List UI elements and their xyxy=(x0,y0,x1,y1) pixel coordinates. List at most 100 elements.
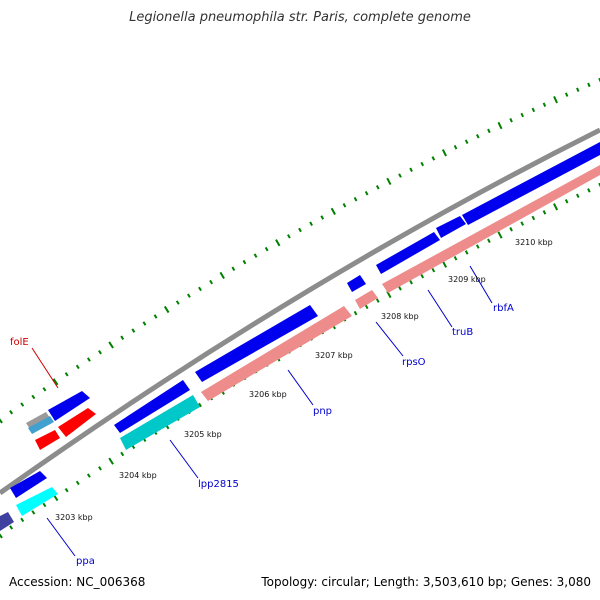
tick-mark xyxy=(309,221,313,226)
tick-mark xyxy=(0,418,3,424)
tick-mark xyxy=(364,190,369,196)
tick-mark xyxy=(487,238,491,243)
tick-mark xyxy=(587,188,591,193)
gene-arrow-reverse[interactable] xyxy=(382,165,600,293)
tick-mark xyxy=(353,196,358,202)
tick-mark xyxy=(198,402,202,408)
topology-text: Topology: circular; Length: 3,503,610 bp… xyxy=(261,575,591,589)
tick-mark xyxy=(120,335,125,340)
gene-arrow-reverse-pnp[interactable] xyxy=(201,306,352,401)
tick-mark xyxy=(153,314,158,319)
gene-arrow-cyan-lpp2815[interactable] xyxy=(120,395,200,450)
scale-labels: 3203 kbp 3204 kbp 3205 kbp 3206 kbp 3207… xyxy=(55,238,553,522)
tick-mark xyxy=(476,134,480,139)
gene-arrow-cyan[interactable] xyxy=(16,487,58,516)
tick-mark xyxy=(209,279,214,285)
tick-mark xyxy=(464,139,469,144)
gene-arrow-lightblue[interactable] xyxy=(28,416,54,434)
gene-arrow-forward[interactable] xyxy=(462,142,600,225)
tick-mark xyxy=(542,210,547,215)
gene-label-truB[interactable]: truB xyxy=(452,327,473,338)
gene-arrow-red[interactable] xyxy=(35,430,60,450)
gene-label-folE[interactable]: folE xyxy=(10,337,29,348)
tick-mark xyxy=(598,182,600,188)
tick-mark xyxy=(9,410,14,415)
scale-label-3206: 3206 kbp xyxy=(249,390,287,399)
gene-arrow-forward[interactable] xyxy=(347,275,366,292)
tick-mark xyxy=(531,107,536,113)
tick-mark xyxy=(587,82,591,88)
gene-label-pnp[interactable]: pnp xyxy=(313,406,332,417)
tick-mark xyxy=(431,156,436,161)
gene-arrow-forward-truB[interactable] xyxy=(376,232,440,274)
tick-mark xyxy=(364,304,369,310)
tick-mark xyxy=(231,266,236,271)
gene-arrow-forward[interactable] xyxy=(114,380,190,433)
gene-arrow-forward[interactable] xyxy=(195,305,318,382)
tick-mark xyxy=(398,286,402,291)
tick-mark xyxy=(186,293,191,298)
tick-mark xyxy=(64,372,69,377)
map-title: Legionella pneumophila str. Paris, compl… xyxy=(129,10,471,25)
gene-label-lpp2815[interactable]: lpp2815 xyxy=(198,479,239,490)
tick-mark xyxy=(398,173,402,178)
scale-label-3205: 3205 kbp xyxy=(184,430,222,439)
tick-mark xyxy=(520,112,524,118)
tick-mark xyxy=(553,96,558,104)
tick-mark xyxy=(163,305,170,314)
tick-mark xyxy=(431,267,436,273)
tick-mark xyxy=(520,221,525,226)
gene-features xyxy=(0,142,600,531)
tick-mark xyxy=(175,300,180,305)
tick-mark xyxy=(242,259,247,265)
gene-arrow-forward-rbfA[interactable] xyxy=(436,216,466,238)
gene-label-rpsO[interactable]: rpsO xyxy=(402,357,426,368)
tick-mark xyxy=(287,234,291,239)
tick-mark xyxy=(575,193,580,199)
tick-mark xyxy=(75,364,80,370)
gene-arrow-forward[interactable] xyxy=(10,471,47,498)
scale-label-3210: 3210 kbp xyxy=(515,238,553,247)
gene-arrow-forward[interactable] xyxy=(48,391,90,421)
tick-mark xyxy=(553,203,559,211)
accession-text: Accession: NC_006368 xyxy=(9,575,146,589)
tick-mark xyxy=(409,167,413,173)
tick-mark xyxy=(564,199,569,204)
tick-mark xyxy=(120,451,125,457)
tick-mark xyxy=(542,102,547,107)
pnp-leader xyxy=(287,369,314,406)
tick-mark xyxy=(386,177,392,186)
tick-mark xyxy=(497,121,503,130)
tick-mark xyxy=(42,387,47,392)
ppa-leader xyxy=(46,517,76,557)
tick-mark xyxy=(142,321,147,326)
tick-mark xyxy=(509,118,513,123)
gene-arrow-red[interactable] xyxy=(58,408,96,437)
gene-label-ppa[interactable]: ppa xyxy=(76,556,95,567)
tick-mark xyxy=(487,128,491,134)
gene-arrow-slate[interactable] xyxy=(0,512,14,531)
tick-mark xyxy=(20,402,25,407)
gene-arrow-reverse-rpsO[interactable] xyxy=(355,290,378,309)
tick-mark xyxy=(9,525,14,530)
lpp2815-leader xyxy=(169,439,199,479)
tick-mark xyxy=(108,457,114,465)
tick-mark xyxy=(42,502,47,508)
tick-mark xyxy=(198,286,202,292)
tick-mark xyxy=(86,357,91,362)
tick-mark xyxy=(320,215,325,220)
gene-arrow-gray[interactable] xyxy=(26,412,50,429)
tick-mark xyxy=(531,215,536,221)
scale-label-3208: 3208 kbp xyxy=(381,312,419,321)
truB-leader xyxy=(427,289,453,328)
rbfA-leader xyxy=(469,265,493,304)
tick-mark xyxy=(453,256,458,261)
tick-mark xyxy=(441,149,447,157)
genome-backbone xyxy=(0,127,600,496)
gene-label-rbfA[interactable]: rbfA xyxy=(493,303,514,314)
tick-mark xyxy=(98,466,102,471)
tick-mark xyxy=(497,231,503,239)
tick-mark xyxy=(375,298,380,303)
tick-mark xyxy=(453,144,458,150)
tick-mark xyxy=(219,271,225,280)
